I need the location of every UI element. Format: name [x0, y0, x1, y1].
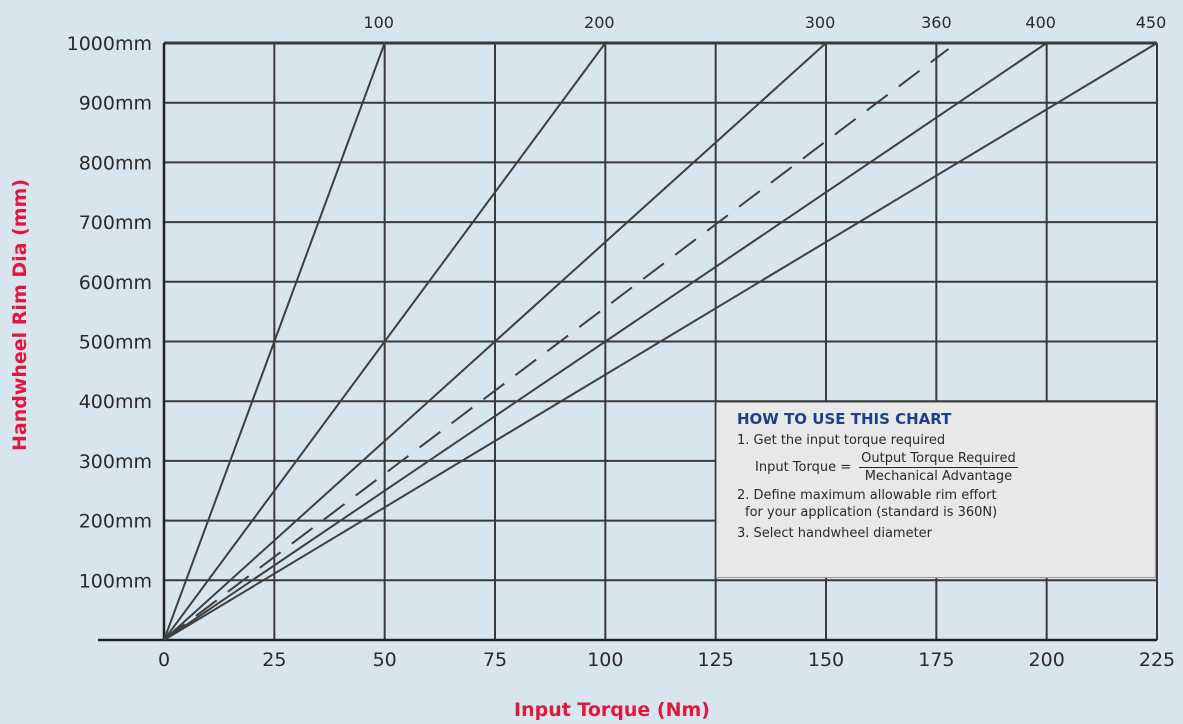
x-tick-label: 175: [918, 649, 954, 671]
series-line-200: [163, 42, 607, 641]
series-line-360: [163, 48, 950, 641]
series-labels: 100 200 300 360 400 450: [363, 13, 1166, 32]
series-lines: [163, 42, 1158, 641]
series-line-450: [163, 42, 1158, 641]
y-tick-label: 800mm: [79, 152, 152, 174]
x-tick-label: 50: [373, 649, 397, 671]
how-to-title: HOW TO USE THIS CHART: [737, 410, 952, 428]
x-tick-labels: 0 25 50 75 100 125 150 175 200 225: [158, 649, 1175, 671]
x-tick-label: 100: [587, 649, 623, 671]
how-to-step-1: 1. Get the input torque required: [737, 433, 946, 448]
y-tick-label: 400mm: [79, 391, 152, 413]
y-tick-label: 700mm: [79, 212, 152, 234]
how-to-step-2-line-2: for your application (standard is 360N): [745, 505, 998, 520]
x-tick-label: 150: [808, 649, 844, 671]
axes: [98, 43, 1157, 642]
y-axis-title: Handwheel Rim Dia (mm): [9, 179, 31, 451]
y-tick-label: 900mm: [79, 93, 152, 115]
how-to-step-2-line-1: 2. Define maximum allowable rim effort: [737, 488, 997, 503]
y-tick-label: 600mm: [79, 272, 152, 294]
formula-numerator: Output Torque Required: [859, 451, 1018, 468]
series-line-100: [163, 42, 386, 641]
series-label-400: 400: [1025, 13, 1056, 32]
series-line-400: [163, 42, 1048, 641]
series-label-200: 200: [584, 13, 615, 32]
x-tick-label: 0: [158, 649, 170, 671]
series-label-300: 300: [805, 13, 836, 32]
x-tick-label: 25: [262, 649, 286, 671]
x-tick-label: 225: [1139, 649, 1175, 671]
formula-lhs: Input Torque =: [755, 460, 852, 475]
x-tick-label: 200: [1029, 649, 1065, 671]
how-to-use-panel: HOW TO USE THIS CHART 1. Get the input t…: [716, 402, 1156, 578]
y-tick-label: 1000mm: [67, 33, 152, 55]
x-tick-label: 75: [483, 649, 507, 671]
series-label-100: 100: [363, 13, 394, 32]
x-tick-label: 125: [698, 649, 734, 671]
y-tick-label: 100mm: [79, 570, 152, 592]
x-axis-title: Input Torque (Nm): [514, 699, 710, 721]
y-tick-label: 300mm: [79, 451, 152, 473]
series-label-450: 450: [1136, 13, 1167, 32]
y-tick-label: 200mm: [79, 511, 152, 533]
y-tick-labels: 100mm 200mm 300mm 400mm 500mm 600mm 700mm 800mm…: [67, 33, 152, 592]
input-torque-formula: Input Torque = Output Torque Required Me…: [755, 451, 1143, 484]
series-label-360: 360: [921, 13, 952, 32]
series-line-300: [163, 42, 827, 641]
y-tick-label: 500mm: [79, 332, 152, 354]
formula-fraction: Output Torque Required Mechanical Advant…: [859, 451, 1018, 484]
how-to-step-3: 3. Select handwheel diameter: [737, 526, 933, 541]
formula-denominator: Mechanical Advantage: [864, 469, 1013, 484]
